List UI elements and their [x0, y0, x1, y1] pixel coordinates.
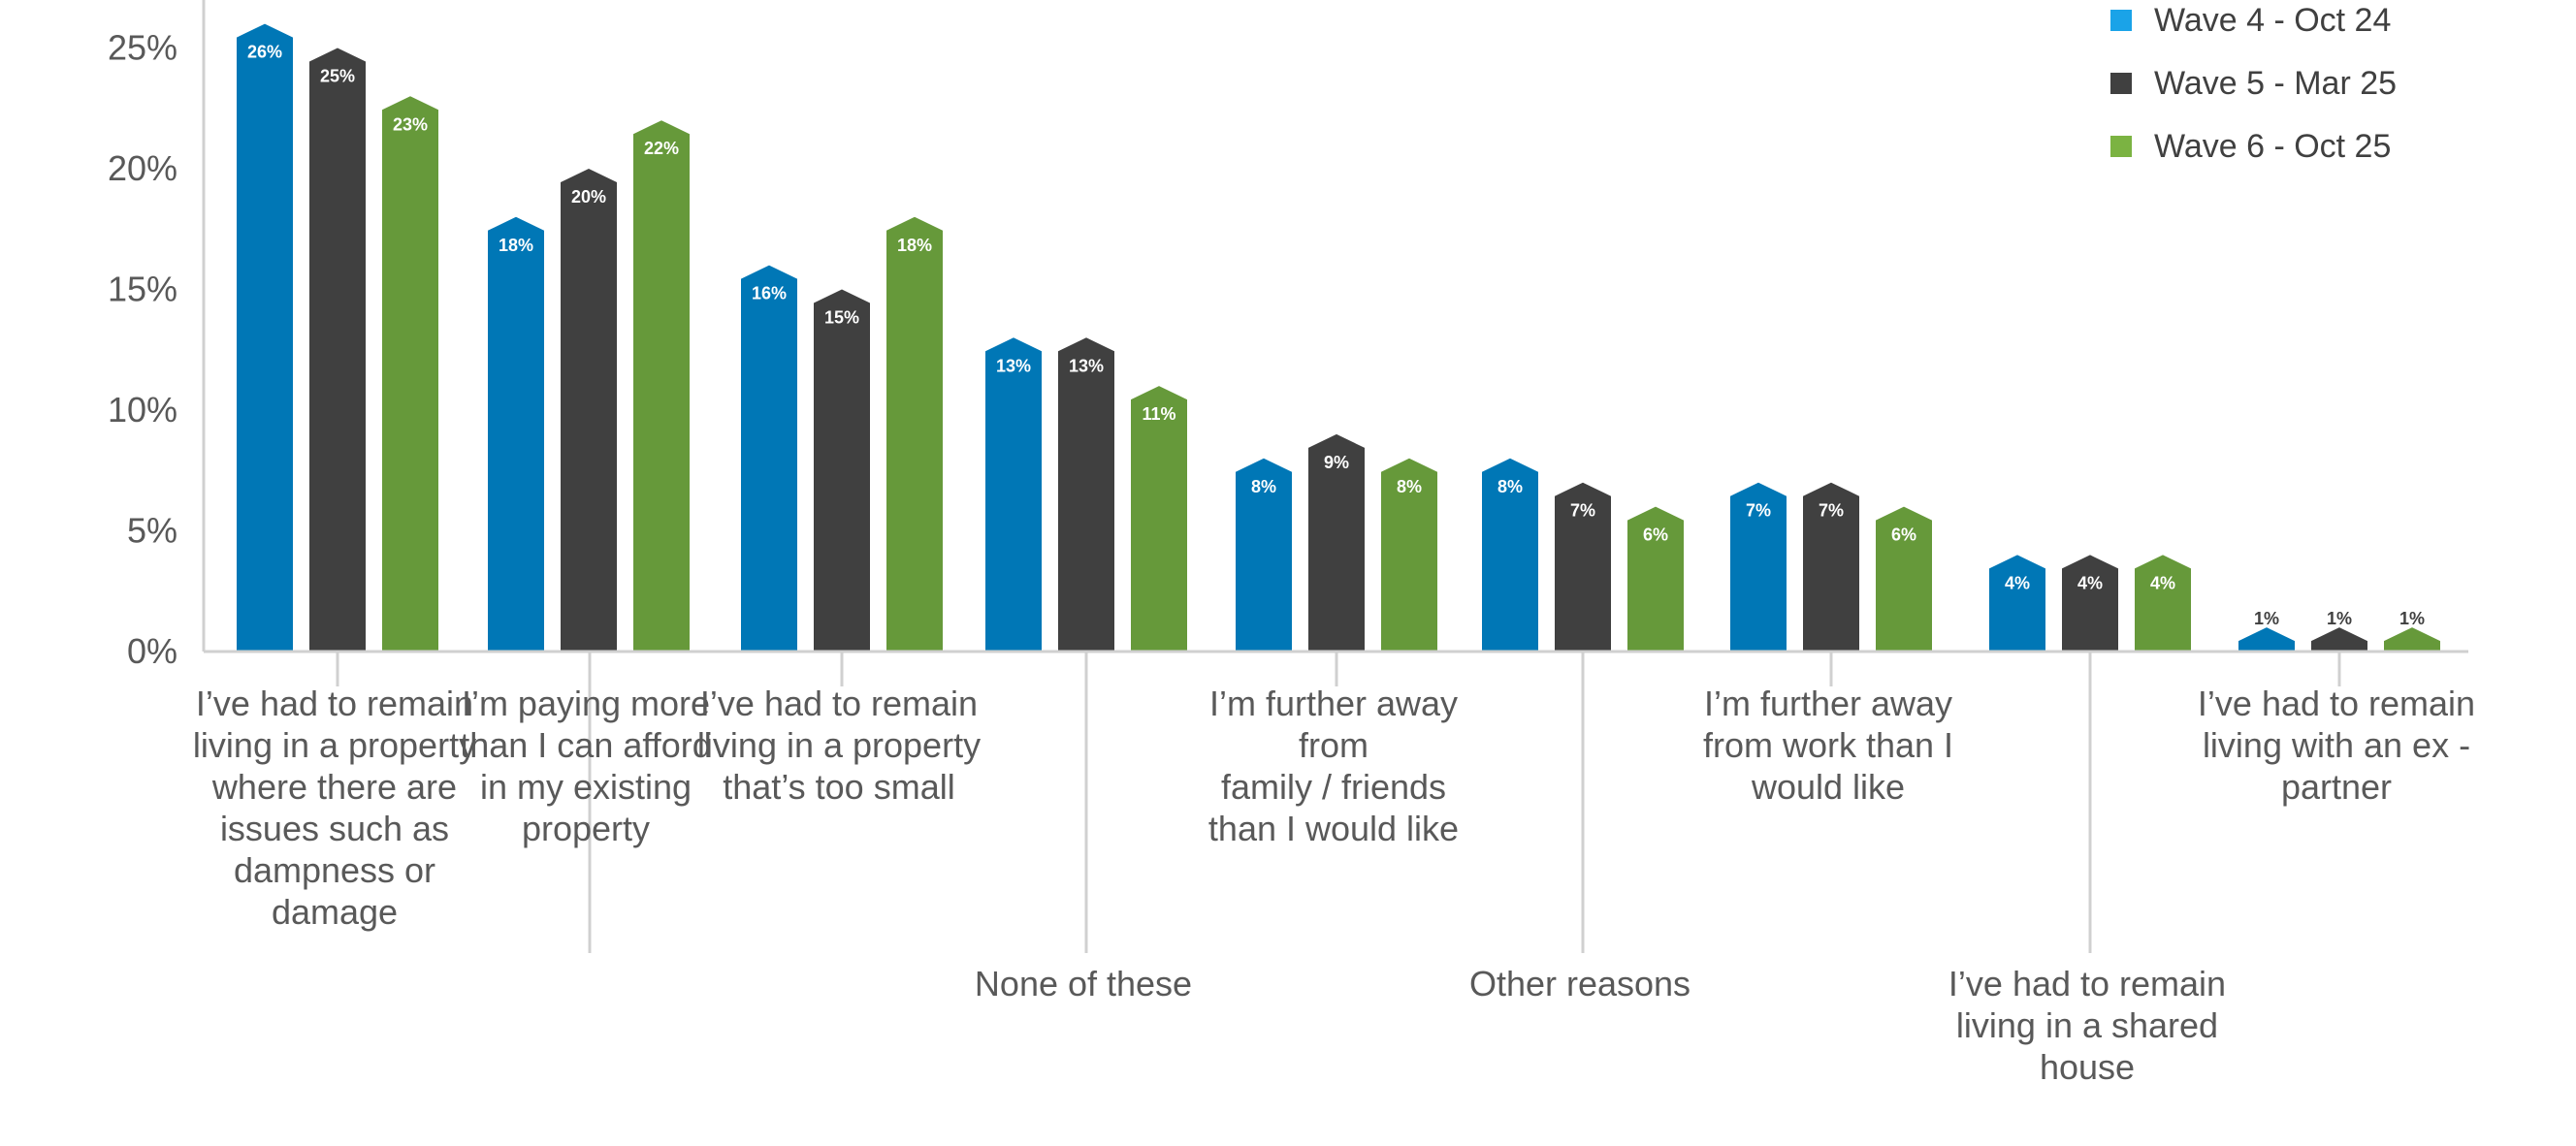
data-label: 15% [824, 308, 859, 328]
data-label: 13% [1069, 356, 1104, 375]
category-label: I’ve had to remain living in a property wh… [193, 684, 476, 932]
bar [2311, 627, 2367, 652]
bar [1876, 506, 1932, 652]
bar [1482, 458, 1538, 652]
y-tick-label: 20% [108, 148, 177, 188]
category-label: I’ve had to remain living in a property th… [697, 684, 981, 807]
bar [1730, 482, 1787, 652]
bar [1236, 458, 1292, 652]
bar [886, 216, 943, 653]
data-label: 18% [897, 236, 932, 255]
legend-label: Wave 4 - Oct 24 [2154, 2, 2391, 39]
data-label: 4% [2077, 573, 2103, 592]
bar [1989, 555, 2045, 652]
data-label: 9% [1324, 453, 1349, 472]
legend: Wave 4 - Oct 24 Wave 5 - Mar 25 Wave 6 - O… [2110, 2, 2397, 165]
data-label: 8% [1397, 477, 1422, 496]
bar [1803, 482, 1859, 652]
bar [2384, 627, 2440, 652]
bar [1555, 482, 1611, 652]
bar [1131, 386, 1187, 652]
data-label: 8% [1251, 477, 1276, 496]
category-label: None of these [975, 964, 1192, 1003]
bar [309, 48, 366, 652]
data-label: 22% [644, 139, 679, 158]
category-label: I’m paying more than I can afford in my ex… [460, 684, 712, 848]
category-label: Other reasons [1469, 964, 1690, 1003]
bar [561, 169, 617, 652]
data-label: 4% [2150, 573, 2175, 592]
bar [633, 120, 690, 652]
y-tick-label: 0% [127, 631, 177, 671]
data-label: 4% [2005, 573, 2030, 592]
bar [2238, 627, 2295, 652]
data-label: 1% [2254, 609, 2279, 628]
data-label: 6% [1643, 525, 1668, 545]
data-label: 7% [1746, 501, 1771, 521]
y-axis: 0% 5% 10% 15% 20% 25% [108, 0, 206, 671]
y-tick-label: 10% [108, 390, 177, 430]
bar [2135, 555, 2191, 652]
bar [741, 265, 797, 652]
bar [1058, 337, 1114, 652]
data-label: 18% [499, 236, 533, 255]
data-label: 1% [2399, 609, 2425, 628]
legend-label: Wave 5 - Mar 25 [2154, 65, 2397, 102]
x-axis: I’ve had to remain living in a property wh… [193, 650, 2475, 1087]
legend-swatch [2110, 136, 2132, 157]
data-label: 7% [1570, 501, 1595, 521]
y-tick-label: 25% [108, 28, 177, 68]
bar [2062, 555, 2118, 652]
data-label: 6% [1891, 525, 1916, 545]
bar [382, 96, 438, 653]
bars: 26% 18% 16% 13% 8% 8% 7% 4% 1% 25% 20% 15% 13% 9% 7% 7%… [237, 23, 2440, 653]
bar [985, 337, 1042, 652]
data-label: 26% [247, 43, 282, 62]
category-label: I’m further away from family / friends than… [1208, 684, 1459, 848]
legend-swatch [2110, 10, 2132, 31]
category-label: I’ve had to remain living in a shared hous… [1948, 964, 2226, 1087]
data-label: 16% [752, 284, 787, 303]
data-label: 8% [1497, 477, 1523, 496]
bar [1381, 458, 1437, 652]
y-tick-label: 5% [127, 511, 177, 551]
bar [814, 289, 870, 652]
data-label: 11% [1142, 404, 1175, 424]
data-label: 13% [996, 356, 1031, 375]
data-label: 1% [2327, 609, 2352, 628]
bar [1308, 433, 1365, 652]
category-label: I’ve had to remain living with an ex -par… [2198, 684, 2475, 807]
data-label: 7% [1819, 501, 1844, 521]
data-label: 23% [393, 114, 428, 134]
legend-swatch [2110, 73, 2132, 94]
data-label: 25% [320, 67, 355, 86]
legend-label: Wave 6 - Oct 25 [2154, 128, 2391, 165]
bar [237, 23, 293, 653]
bar [1627, 506, 1684, 652]
bar [488, 216, 544, 653]
y-tick-label: 15% [108, 270, 177, 309]
data-label: 20% [571, 187, 606, 207]
